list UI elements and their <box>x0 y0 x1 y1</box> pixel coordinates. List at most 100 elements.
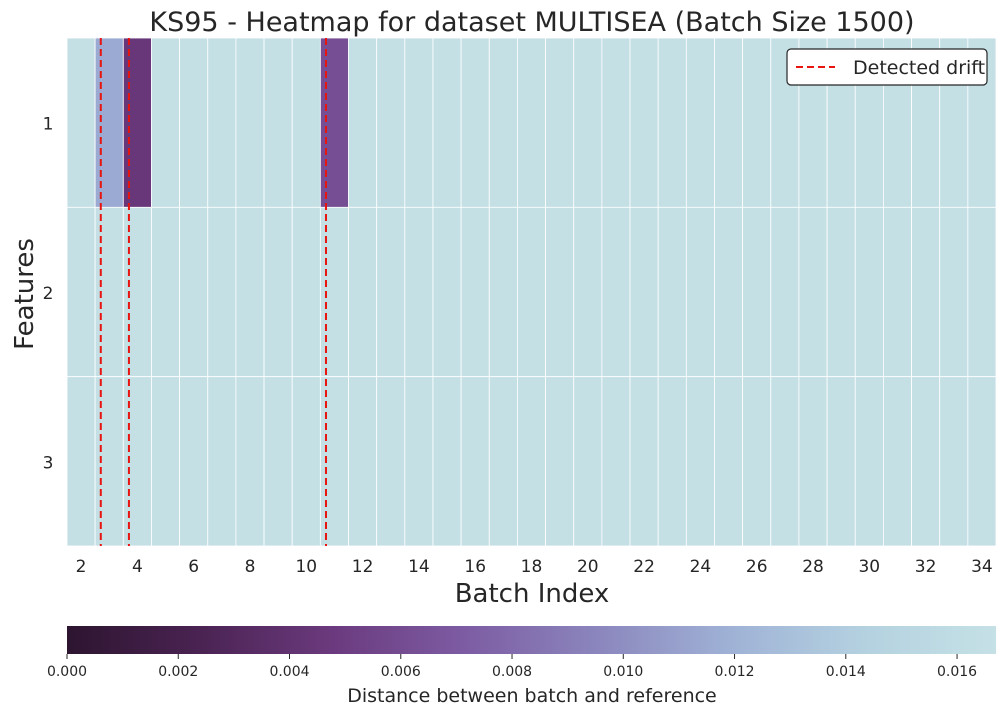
heatmap-cell <box>319 376 349 547</box>
legend: Detected drift <box>786 48 988 86</box>
heatmap-cell <box>826 376 856 547</box>
heatmap-cell <box>714 376 744 547</box>
colorbar-tick-label: 0.016 <box>937 664 977 680</box>
heatmap-cell <box>291 376 321 547</box>
heatmap-cell <box>179 206 209 378</box>
heatmap-cell <box>882 206 912 378</box>
colorbar-tick-label: 0.002 <box>158 664 198 680</box>
heatmap-cell <box>94 206 124 378</box>
heatmap-cell <box>94 376 124 547</box>
heatmap-cell <box>517 206 546 378</box>
colorbar-tick-label: 0.012 <box>714 664 754 680</box>
heatmap-cell <box>263 376 293 547</box>
heatmap-cell <box>122 37 152 208</box>
y-tick-label: 3 <box>43 453 54 473</box>
colorbar-tick-label: 0.014 <box>826 664 866 680</box>
x-tick-label: 10 <box>295 557 317 577</box>
heatmap-cell <box>122 376 152 547</box>
x-tick-label: 16 <box>464 557 486 577</box>
heatmap-cell <box>319 206 349 378</box>
heatmap-cell <box>263 206 293 378</box>
heatmap-cell <box>742 37 772 208</box>
legend-label: Detected drift <box>853 57 985 79</box>
heatmap-cell <box>545 376 575 547</box>
heatmap-cell <box>742 206 772 378</box>
heatmap-cell <box>488 37 518 208</box>
x-axis-ticks: 2 4 6 8 10 12 14 16 18 20 22 24 26 28 30 32 34 <box>76 557 993 577</box>
heatmap-cell <box>573 206 603 378</box>
x-axis-label: Batch Index <box>455 579 610 609</box>
y-tick-label: 1 <box>43 115 54 135</box>
heatmap-cell <box>939 376 969 547</box>
heatmap-cell <box>66 206 96 378</box>
y-tick-label: 2 <box>43 284 54 304</box>
heatmap-cell <box>376 37 406 208</box>
heatmap-cell <box>967 376 997 547</box>
heatmap-cell <box>629 376 659 547</box>
x-tick-label: 34 <box>971 557 993 577</box>
heatmap-cell <box>488 376 518 547</box>
heatmap-cell <box>657 376 687 547</box>
heatmap-cell <box>66 376 96 547</box>
heatmap-cell <box>404 376 434 547</box>
drift-lines <box>99 38 327 546</box>
colorbar-tick-label: 0.010 <box>603 664 643 680</box>
x-tick-label: 4 <box>132 557 143 577</box>
heatmap-cell <box>151 376 181 547</box>
heatmap-cell <box>179 37 209 208</box>
heatmap-cell <box>235 206 265 378</box>
heatmap-cell <box>770 206 800 378</box>
heatmap-cell <box>657 206 687 378</box>
heatmap-cell <box>573 37 603 208</box>
heatmap-cell <box>376 376 406 547</box>
heatmap-cell <box>66 37 96 208</box>
heatmap-cell <box>601 376 631 547</box>
x-tick-label: 14 <box>408 557 430 577</box>
y-axis-ticks: 1 2 3 <box>43 115 54 474</box>
heatmap-cell <box>629 206 659 378</box>
colorbar-label: Distance between batch and reference <box>347 685 717 707</box>
colorbar-tick-label: 0.004 <box>269 664 309 680</box>
colorbar-gradient <box>67 626 996 654</box>
heatmap-cell <box>629 37 659 208</box>
heatmap-cell <box>122 206 152 378</box>
heatmap-cell <box>601 37 631 208</box>
x-tick-label: 6 <box>188 557 199 577</box>
x-tick-label: 22 <box>633 557 655 577</box>
heatmap-cell <box>545 206 575 378</box>
heatmap-cell <box>488 206 518 378</box>
heatmap-cell <box>798 206 828 378</box>
heatmap-cell <box>404 37 434 208</box>
heatmap-cell <box>545 37 575 208</box>
heatmap-cell <box>685 206 715 378</box>
heatmap-cell <box>348 37 378 208</box>
colorbar-tick-label: 0.006 <box>381 664 421 680</box>
colorbar-tick-label: 0.008 <box>492 664 532 680</box>
x-tick-label: 8 <box>245 557 256 577</box>
heatmap-cell <box>432 37 462 208</box>
heatmap-cells <box>66 37 997 547</box>
x-tick-label: 30 <box>858 557 880 577</box>
heatmap-cell <box>263 37 293 208</box>
heatmap-cell <box>798 376 828 547</box>
heatmap-cell <box>348 206 378 378</box>
heatmap-cell <box>882 376 912 547</box>
heatmap-cell <box>854 376 884 547</box>
heatmap-cell <box>319 37 349 208</box>
heatmap-cell <box>432 206 462 378</box>
x-tick-label: 18 <box>521 557 543 577</box>
heatmap-cell <box>939 206 969 378</box>
colorbar: 0.000 0.002 0.004 0.006 0.008 0.010 0.012 0.014… <box>47 626 996 707</box>
heatmap-cell <box>460 37 490 208</box>
x-tick-label: 20 <box>577 557 599 577</box>
heatmap-cell <box>770 376 800 547</box>
x-tick-label: 24 <box>690 557 712 577</box>
heatmap-cell <box>911 206 941 378</box>
heatmap-cell <box>854 206 884 378</box>
x-tick-label: 28 <box>802 557 824 577</box>
heatmap-cell <box>207 37 237 208</box>
heatmap-cell <box>460 206 490 378</box>
heatmap-cell <box>517 37 546 208</box>
heatmap-cell <box>685 376 715 547</box>
heatmap-cell <box>207 206 237 378</box>
